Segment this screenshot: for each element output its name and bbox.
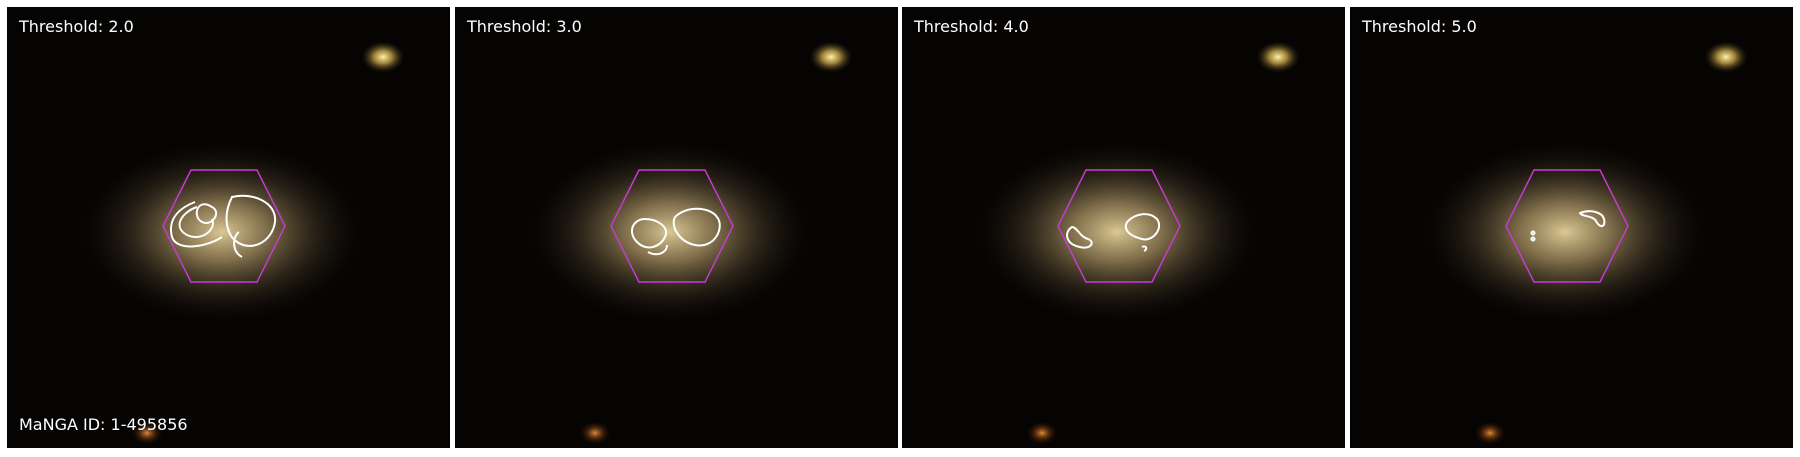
- galaxy-glow: [72, 137, 372, 327]
- threshold-label: Threshold: 5.0: [1362, 17, 1477, 36]
- threshold-label: Threshold: 3.0: [467, 17, 582, 36]
- galaxy-image: [1350, 7, 1793, 448]
- star-blob: [579, 421, 611, 445]
- star-blob: [131, 421, 163, 445]
- galaxy-image: [7, 7, 450, 448]
- ifu-hexagon: [1505, 169, 1629, 283]
- contour-lines: [630, 207, 721, 256]
- contour-lines: [170, 194, 277, 258]
- star-blob: [1704, 41, 1748, 73]
- galaxy-glow: [1415, 137, 1715, 327]
- ifu-hexagon: [162, 169, 286, 283]
- contour-lines: [1066, 213, 1161, 252]
- galaxy-image: [455, 7, 898, 448]
- ifu-hexagon: [1057, 169, 1181, 283]
- threshold-label: Threshold: 4.0: [914, 17, 1029, 36]
- panel-threshold-5: Threshold: 5.0: [1350, 7, 1793, 448]
- star-blob: [809, 41, 853, 73]
- star-blob: [1256, 41, 1300, 73]
- panel-threshold-4: Threshold: 4.0: [902, 7, 1345, 448]
- panel-threshold-3: Threshold: 3.0: [455, 7, 898, 448]
- ifu-hexagon: [610, 169, 734, 283]
- galaxy-glow: [520, 137, 820, 327]
- threshold-label: Threshold: 2.0: [19, 17, 134, 36]
- star-blob: [1026, 421, 1058, 445]
- contour-lines: [1530, 210, 1606, 242]
- star-blob: [1474, 421, 1506, 445]
- galaxy-image: [902, 7, 1345, 448]
- galaxy-glow: [967, 137, 1267, 327]
- star-blob: [361, 41, 405, 73]
- panel-threshold-2: Threshold: 2.0 MaNGA ID: 1-495856: [7, 7, 450, 448]
- manga-id-label: MaNGA ID: 1-495856: [19, 415, 188, 434]
